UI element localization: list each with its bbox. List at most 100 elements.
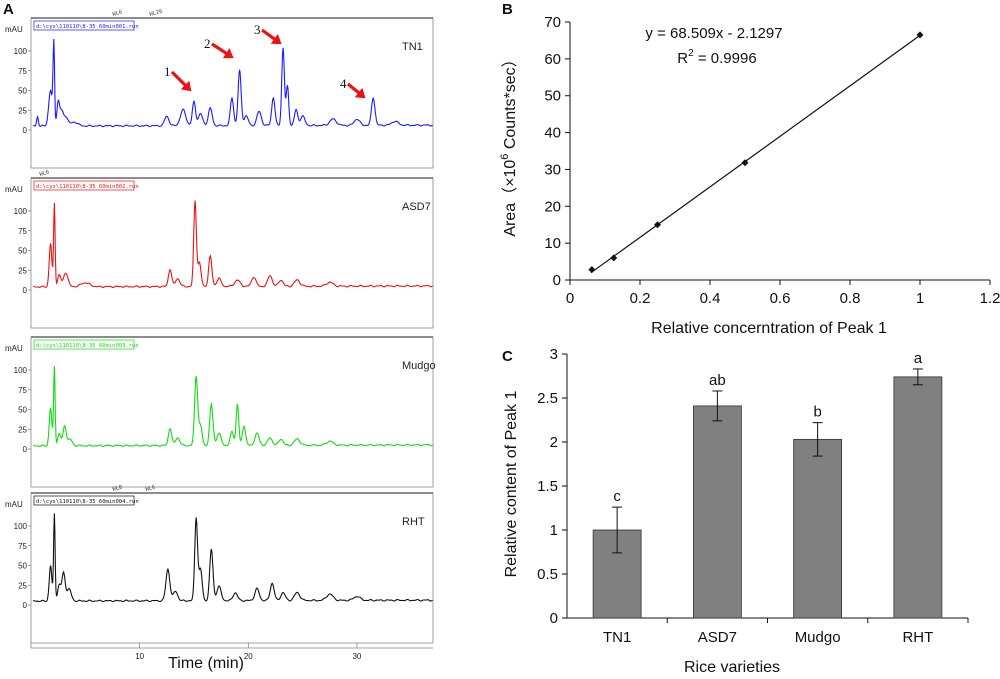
ylabel-superscript: 6 — [499, 154, 511, 160]
y-tick-label: 0 — [23, 445, 28, 454]
y-tick-label: 100 — [14, 207, 28, 216]
unit-label: mAU — [5, 344, 23, 353]
trace-name: ASD7 — [402, 201, 431, 213]
chromatogram-line — [32, 366, 433, 447]
y-tick-label: 0 — [553, 272, 561, 289]
y-tick-label: 2 — [550, 434, 558, 451]
y-tick-label: 0 — [23, 286, 28, 295]
panel-b-x-axis-title: Relative concerntration of Peak 1 — [651, 320, 887, 337]
panel-c-x-axis-title: Rice varieties — [684, 659, 780, 676]
calibration-plot: 0 10 20 30 40 50 60 70 0 0.2 0.4 0.6 0.8 1 1.2 — [544, 14, 1000, 307]
regression-equation: y = 68.509x - 2.1297 — [645, 25, 782, 42]
trace-frame — [30, 177, 434, 329]
y-tick-label: 75 — [18, 542, 27, 551]
panel-b: B 0 10 20 30 40 50 60 70 0 0.2 0.4 0.6 0.8 1 1.2 y = 6… — [499, 1, 1000, 337]
x-tick-label: 0 — [566, 290, 574, 307]
y-tick-label: 100 — [14, 522, 28, 531]
arrow-head — [180, 80, 192, 92]
y-tick-label: 75 — [18, 67, 27, 76]
trace-name: Mudgo — [402, 360, 436, 372]
trace-frame — [30, 336, 434, 488]
r-squared-superscript: 2 — [688, 48, 694, 59]
panel-c-letter: C — [502, 348, 513, 365]
file-label: d:\cys\110110\8-35 60min003.run — [33, 339, 139, 350]
x-tick-label: 0.4 — [700, 290, 721, 307]
trace-name: RHT — [402, 516, 425, 528]
marker-label: WL26 — [149, 9, 163, 18]
r-squared-symbol: R — [677, 50, 688, 67]
bar-chart: 0 0.5 1 1.5 2 2.5 3 c TN1 ab ASD7 b Mudgo a RHT — [537, 346, 969, 646]
chromatogram-line — [32, 513, 433, 603]
x-tick-label: RHT — [902, 629, 933, 646]
file-label-text: d:\cys\110110\8-35 60min001.run — [36, 24, 139, 30]
x-tick-label: ASD7 — [698, 629, 737, 646]
x-tick-label: 30 — [352, 652, 361, 661]
panel-a: A WL6 WL26 d:\cys\110110\8-35 60min001.run… — [3, 1, 436, 672]
data-point — [610, 254, 618, 262]
panel-a-letter: A — [3, 1, 14, 18]
file-label-text: d:\cys\110110\8-35 60min004.run — [36, 499, 139, 505]
trace-frame — [30, 492, 434, 644]
y-tick-label: 3 — [550, 346, 558, 363]
peak-label: 4 — [340, 76, 347, 91]
chromatogram-line — [32, 200, 433, 288]
regression-line — [590, 34, 921, 274]
x-tick-label: TN1 — [603, 629, 631, 646]
unit-label: mAU — [5, 185, 23, 194]
chromatogram-tn1: WL6 WL26 d:\cys\110110\8-35 60min001.run mA… — [5, 9, 434, 169]
peak-label: 2 — [204, 36, 211, 51]
ylabel-prefix: Area（×10 — [501, 160, 519, 237]
data-point — [916, 31, 924, 39]
y-tick-label: 100 — [14, 366, 28, 375]
y-tick-label: 25 — [18, 581, 27, 590]
marker-label: WL8 — [112, 485, 123, 493]
x-tick-label: 0.6 — [770, 290, 791, 307]
x-tick-label: Mudgo — [795, 629, 841, 646]
y-tick-label: 2.5 — [537, 390, 558, 407]
chromatogram-rht: WL8 WL6 d:\cys\110110\8-35 60min004.run mAU… — [5, 485, 434, 644]
y-tick-label: 10 — [544, 235, 561, 252]
file-label-box — [33, 339, 135, 350]
y-tick-label: 0 — [23, 126, 28, 135]
y-tick-label: 40 — [544, 125, 561, 142]
y-tick-label: 25 — [18, 106, 27, 115]
panel-c-y-axis-title: Relative content of Peak 1 — [503, 391, 520, 578]
x-tick-label: 0.2 — [630, 290, 651, 307]
bar-rht — [893, 376, 943, 619]
y-tick-label: 1 — [550, 522, 558, 539]
marker-label: WL6 — [39, 170, 50, 178]
file-label: d:\cys\110110\8-35 60min001.run — [33, 20, 139, 31]
file-label-text: d:\cys\110110\8-35 60min003.run — [36, 343, 139, 349]
y-tick-label: 25 — [18, 266, 27, 275]
y-tick-label: 50 — [18, 247, 27, 256]
y-tick-label: 1.5 — [537, 478, 558, 495]
significance-letter: ab — [709, 372, 726, 389]
y-tick-label: 100 — [14, 47, 28, 56]
y-tick-label: 75 — [18, 386, 27, 395]
data-point — [741, 159, 749, 167]
unit-label: mAU — [5, 500, 23, 509]
file-label: d:\cys\110110\8-35 60min002.run — [33, 180, 139, 191]
peak-arrow-3: 3 — [254, 22, 282, 45]
arrow-head — [222, 48, 234, 59]
x-tick-label: 1 — [916, 290, 924, 307]
peak-arrow-1: 1 — [164, 64, 192, 92]
chromatogram-stack: WL6 WL26 d:\cys\110110\8-35 60min001.run mA… — [5, 9, 436, 644]
significance-letter: b — [813, 404, 821, 421]
panel-b-y-axis-title: Area（×106 Counts*sec） — [499, 51, 519, 236]
file-label-box — [33, 495, 135, 506]
panel-a-x-axis-title: Time (min) — [168, 655, 244, 672]
panel-c: C 0 0.5 1 1.5 2 2.5 3 c TN1 ab ASD7 b Mudgo a RHT Rela… — [502, 346, 969, 676]
file-label-box — [33, 180, 135, 191]
y-tick-label: 60 — [544, 51, 561, 68]
y-tick-label: 50 — [544, 88, 561, 105]
r-squared-value: = 0.9996 — [694, 50, 757, 67]
y-tick-label: 0.5 — [537, 566, 558, 583]
ylabel-suffix: Counts*sec） — [501, 51, 519, 153]
y-tick-label: 50 — [18, 406, 27, 415]
arrow-shaft — [261, 28, 278, 42]
significance-letter: c — [613, 488, 621, 505]
data-point — [588, 266, 596, 274]
y-tick-label: 0 — [550, 610, 558, 627]
